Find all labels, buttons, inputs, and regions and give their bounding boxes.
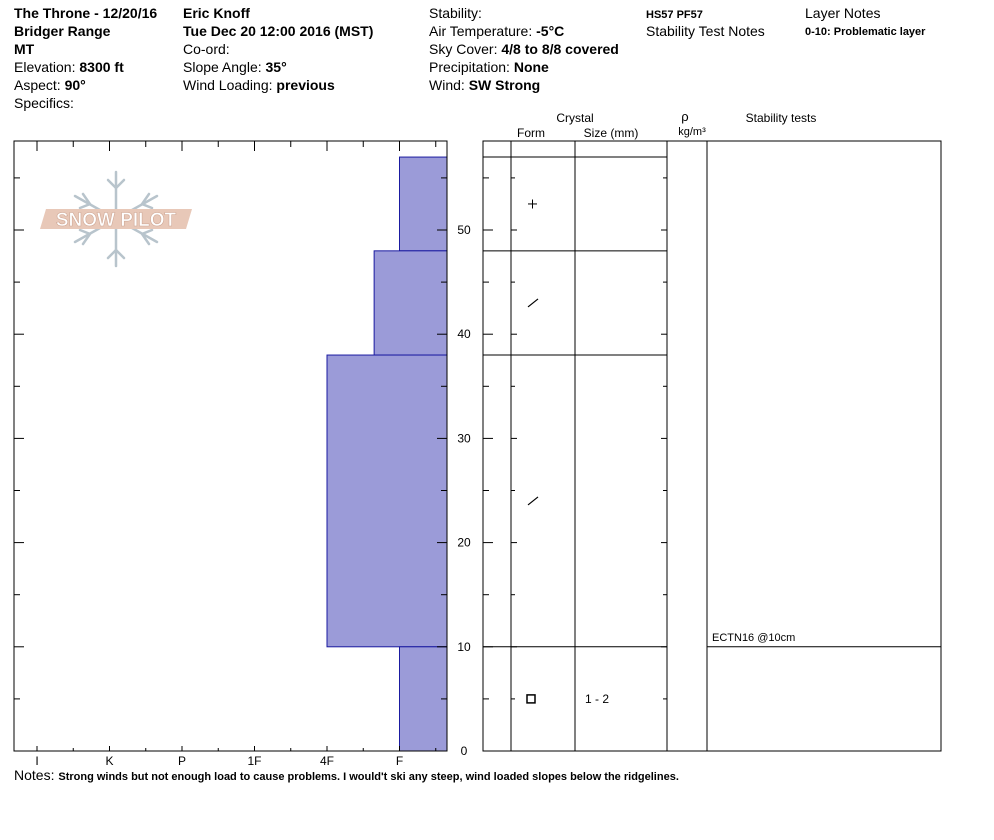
specifics-label: Specifics:: [14, 95, 74, 111]
hardness-profile: [326, 156, 448, 752]
wind-loading-value: previous: [276, 77, 335, 93]
density-header: ρ: [681, 109, 688, 124]
elevation-label: Elevation:: [14, 59, 76, 75]
elevation-value: 8300 ft: [79, 59, 124, 75]
hardness-tick-label: I: [35, 754, 38, 768]
form-header: Form: [517, 126, 545, 140]
coord-label: Co-ord:: [183, 41, 230, 57]
decomposing-fragments-icon: [527, 298, 539, 308]
hardness-layer-bar: [399, 156, 448, 252]
observer-name: Eric Knoff: [183, 5, 250, 21]
precip-label: Precipitation:: [429, 59, 510, 75]
hardness-axis-ticks: I K P 1F 4F F: [35, 141, 437, 768]
wind-label: Wind:: [429, 77, 465, 93]
state-name: MT: [14, 41, 35, 57]
crystal-header: Crystal: [556, 111, 593, 125]
logo-banner: [40, 209, 192, 229]
observation-datetime: Tue Dec 20 12:00 2016 (MST): [183, 23, 374, 39]
hs-pf-label: HS57 PF57: [646, 9, 703, 21]
faceted-crystals-icon: [526, 694, 536, 704]
height-tick-label: 20: [457, 536, 471, 550]
hardness-tick-label: 4F: [320, 754, 334, 768]
aspect-row: Aspect: 90°: [14, 76, 86, 94]
hardness-tick-label: 1F: [247, 754, 261, 768]
precip-row: Precipitation: None: [429, 58, 549, 76]
crystal-size-value: 1 - 2: [585, 692, 609, 706]
snowpilot-logo: SNOW PILOT: [40, 170, 192, 268]
layer-table: 1 - 2 ECTN16 @10cm: [483, 141, 941, 751]
layer-notes-label: Layer Notes: [805, 5, 881, 21]
layer-note-item: 0-10: Problematic layer: [805, 26, 926, 38]
aspect-value: 90°: [64, 77, 86, 93]
hardness-plot-frame: [13, 140, 448, 752]
hardness-layer-bar: [399, 646, 448, 752]
wind-loading-label: Wind Loading:: [183, 77, 273, 93]
wind-value: SW Strong: [468, 77, 541, 93]
sky-value: 4/8 to 8/8 covered: [501, 41, 619, 57]
stability-tests-header: Stability tests: [746, 111, 817, 125]
decomposing-fragments-icon: [527, 496, 539, 506]
height-tick-label: 0: [461, 744, 468, 758]
notes: Notes: Strong winds but not enough load …: [14, 766, 679, 786]
height-tick-label: 10: [457, 640, 471, 654]
layer-table-frame: [482, 140, 942, 752]
range-name: Bridger Range: [14, 23, 111, 39]
air-temp-label: Air Temperature:: [429, 23, 533, 39]
site-title: The Throne - 12/20/16: [14, 5, 158, 21]
hardness-layer-bar: [326, 354, 448, 648]
size-header: Size (mm): [584, 126, 639, 140]
slope-row: Slope Angle: 35°: [183, 58, 287, 76]
height-tick-label: 50: [457, 223, 471, 237]
logo-text: SNOW PILOT: [56, 210, 177, 231]
air-temp-row: Air Temperature: -5°C: [429, 22, 564, 40]
height-axis: 0 10 20 30 40 50: [14, 177, 667, 758]
hardness-tick-label: K: [105, 754, 113, 768]
hardness-layer-bar: [373, 250, 448, 356]
sky-row: Sky Cover: 4/8 to 8/8 covered: [429, 40, 619, 58]
stability-test-notes-label: Stability Test Notes: [646, 23, 765, 39]
precip-value: None: [513, 59, 549, 75]
stability-label: Stability:: [429, 5, 482, 21]
wind-row: Wind: SW Strong: [429, 76, 540, 94]
density-unit-header: kg/m³: [678, 126, 706, 138]
sky-label: Sky Cover:: [429, 41, 498, 57]
hardness-tick-label: P: [178, 754, 186, 768]
aspect-label: Aspect:: [14, 77, 61, 93]
slope-label: Slope Angle:: [183, 59, 262, 75]
wind-loading-row: Wind Loading: previous: [183, 76, 335, 94]
height-tick-label: 40: [457, 327, 471, 341]
stability-test-label: ECTN16 @10cm: [712, 632, 795, 644]
air-temp-value: -5°C: [536, 23, 565, 39]
notes-text: Strong winds but not enough load to caus…: [58, 771, 679, 783]
slope-value: 35°: [265, 59, 287, 75]
height-tick-label: 30: [457, 431, 471, 445]
elevation-row: Elevation: 8300 ft: [14, 58, 124, 76]
notes-label: Notes:: [14, 767, 55, 783]
hardness-tick-label: F: [396, 754, 403, 768]
